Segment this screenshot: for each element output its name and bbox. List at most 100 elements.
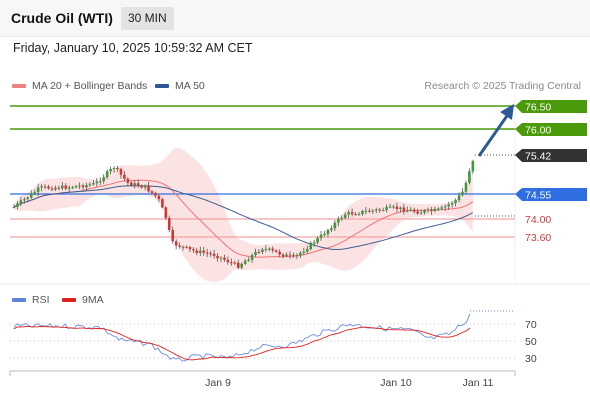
candle-body (347, 212, 350, 215)
legend-9ma: 9MA (62, 294, 104, 306)
tag-s2-label: 73.60 (525, 232, 551, 244)
candle-body (278, 251, 281, 255)
candle-body (154, 192, 157, 196)
candle-body (254, 251, 257, 256)
rsi-tick-30: 30 (525, 353, 537, 365)
candle-body (185, 246, 188, 248)
candle-body (226, 259, 230, 263)
candle-body (209, 253, 212, 255)
candle-body (464, 182, 468, 192)
ma20-label: MA 20 + Bollinger Bands (32, 80, 148, 92)
candle-body (143, 185, 147, 188)
candle-body (257, 251, 261, 253)
legend-rsi: RSI (12, 294, 50, 306)
candle-body (205, 252, 209, 254)
candle-body (326, 230, 330, 235)
tag-s1-label: 74.00 (525, 214, 551, 226)
candle-body (119, 169, 123, 175)
candle-body (202, 250, 206, 253)
candle-body (423, 210, 426, 213)
tag-r1: 76.00 (515, 123, 587, 137)
candle-body (261, 249, 264, 252)
x-label-jan11: Jan 11 (463, 377, 494, 389)
candle-body (23, 199, 26, 201)
timeframe-button[interactable]: 30 MIN (121, 7, 174, 30)
candle-body (392, 206, 395, 208)
candle-body (147, 185, 150, 192)
candle-body (161, 199, 164, 208)
candle-body (316, 238, 319, 243)
candle-body (167, 217, 171, 230)
candle-body (309, 242, 312, 250)
candle-body (112, 168, 116, 170)
candle-body (54, 187, 57, 190)
candle-body (350, 212, 354, 215)
candle-body (361, 210, 364, 214)
candle-body (409, 209, 413, 211)
candle-body (395, 206, 399, 209)
candle-body (268, 248, 271, 250)
candle-body (223, 257, 226, 260)
candle-body (40, 186, 43, 188)
candle-body (88, 184, 92, 186)
candle-body (212, 253, 216, 256)
candle-body (171, 229, 174, 242)
timestamp: Friday, January 10, 2025 10:59:32 AM CET (13, 41, 253, 55)
candle-body (233, 262, 237, 264)
candle-body (440, 207, 444, 209)
candle-body (416, 211, 419, 214)
candle-body (81, 185, 85, 188)
candle-body (333, 222, 337, 229)
instrument-title: Crude Oil (WTI) (11, 10, 113, 26)
9ma-swatch (62, 298, 76, 302)
legend-ma20: MA 20 + Bollinger Bands (12, 80, 147, 92)
candle-body (188, 246, 192, 250)
projection-arrow-shaft (477, 112, 511, 157)
candle-body (319, 234, 323, 239)
tag-last-label: 75.42 (525, 151, 551, 163)
ma20-swatch (12, 84, 26, 88)
candle-body (219, 257, 223, 259)
candle-body (419, 212, 423, 214)
candle-body (174, 241, 178, 246)
candle-body (157, 195, 161, 200)
candle-body (371, 210, 375, 212)
candle-body (181, 246, 185, 248)
candle-body (454, 200, 457, 204)
candle-body (19, 200, 23, 204)
rsi-9ma-line (13, 326, 471, 361)
rsi-label: RSI (32, 294, 50, 306)
candle-body (230, 262, 233, 264)
candle-body (16, 203, 19, 207)
candle-body (123, 174, 126, 179)
candle-body (199, 250, 202, 253)
candle-body (302, 251, 306, 253)
x-label-jan9: Jan 9 (205, 377, 231, 389)
candle-body (164, 207, 168, 218)
candle-body (36, 187, 40, 193)
candle-body (57, 187, 61, 189)
candle-body (150, 191, 154, 193)
candle-body (140, 186, 143, 188)
rsi-tick-70: 70 (525, 319, 537, 331)
candle-body (95, 181, 99, 184)
candle-body (288, 254, 292, 256)
candle-body (337, 218, 340, 223)
x-label-jan10: Jan 10 (380, 377, 412, 389)
candle-body (443, 206, 447, 208)
candle-body (98, 181, 102, 183)
ma50-label: MA 50 (175, 80, 205, 92)
candlesticks (12, 159, 475, 270)
candle-body (67, 187, 71, 189)
candle-body (236, 262, 240, 268)
9ma-label: 9MA (82, 294, 104, 306)
candle-body (412, 209, 416, 212)
candle-body (433, 208, 437, 211)
ma50-line (13, 185, 474, 250)
candle-body (292, 255, 295, 257)
candle-body (64, 185, 68, 189)
candle-body (33, 192, 36, 194)
candle-body (447, 204, 450, 207)
legend-ma50: MA 50 (155, 80, 205, 92)
